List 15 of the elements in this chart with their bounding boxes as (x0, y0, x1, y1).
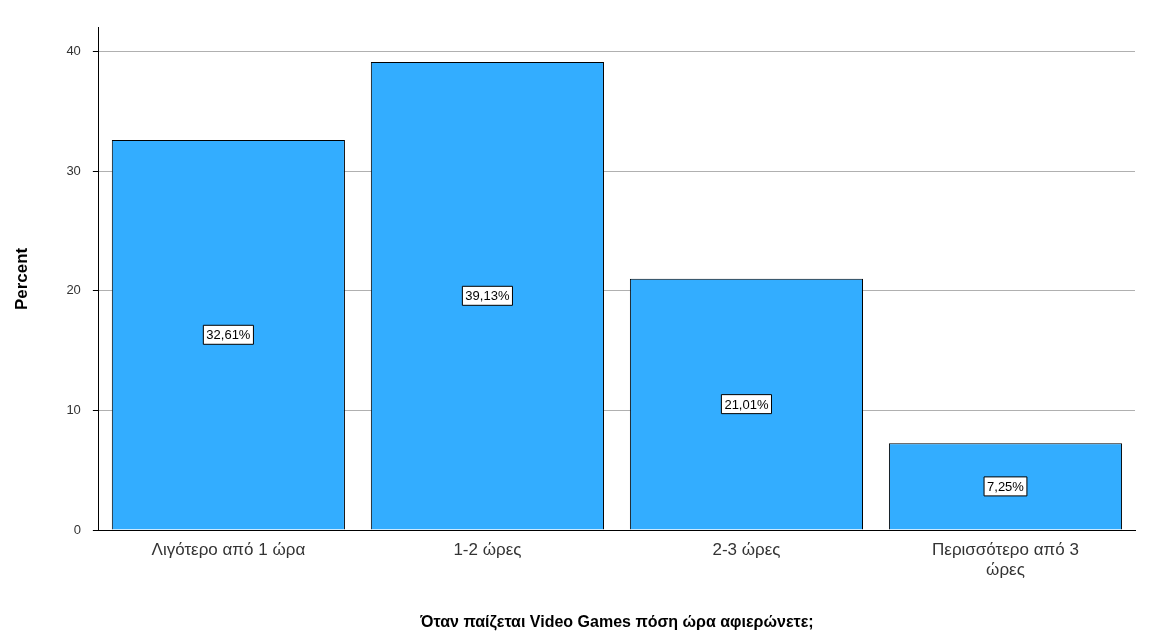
x-tick-label: 1-2 ώρες (453, 539, 522, 559)
data-label: 21,01% (724, 396, 769, 412)
x-tick-label: Λιγότερο από 1 ώρα (151, 539, 306, 559)
y-tick-label: 40 (66, 43, 81, 59)
y-tick-label: 30 (66, 162, 81, 178)
x-tick-label: 2-3 ώρες (712, 539, 781, 559)
data-label: 7,25% (987, 478, 1025, 494)
data-label: 39,13% (465, 288, 510, 304)
x-tick-label: Περισσότερο από 3 ώρες (932, 539, 1079, 580)
y-tick-label: 0 (73, 521, 81, 537)
y-tick-label: 10 (66, 402, 81, 418)
x-axis-title: Όταν παίζεται Video Games πόση ώρα αφιερώνετε; (419, 612, 814, 631)
y-axis-title: Percent (11, 247, 31, 311)
data-label: 32,61% (206, 327, 251, 343)
y-tick-label: 20 (66, 282, 81, 298)
